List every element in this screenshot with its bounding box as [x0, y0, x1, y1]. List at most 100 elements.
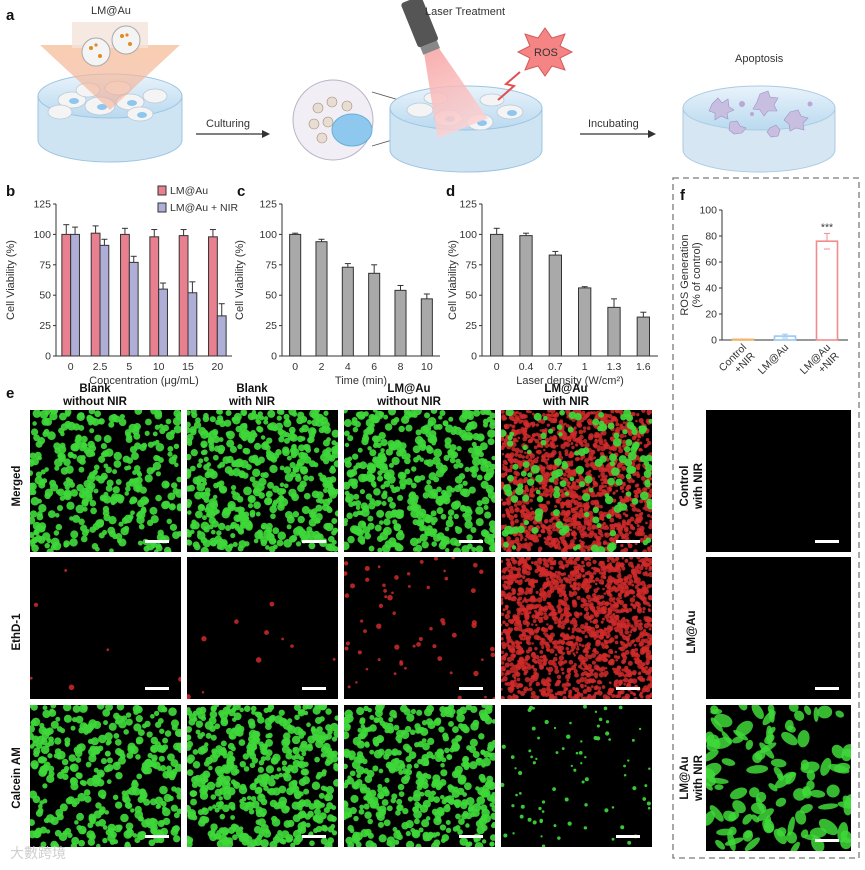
- cell-green: [95, 802, 101, 808]
- cell-red: [549, 605, 554, 610]
- cell-green: [155, 495, 162, 502]
- cell-green: [367, 474, 376, 483]
- cell-green: [122, 517, 129, 524]
- cell-green: [162, 738, 168, 744]
- cell-green: [60, 432, 65, 437]
- cell-red: [572, 599, 576, 603]
- cell-green: [83, 729, 89, 735]
- cell-red: [526, 625, 529, 628]
- cell-red: [602, 609, 607, 614]
- cell-green: [191, 449, 198, 456]
- cell-green: [48, 736, 54, 742]
- cell-green: [427, 421, 433, 427]
- cell-red: [586, 626, 591, 631]
- cell-red: [557, 571, 560, 574]
- cell-red: [575, 479, 579, 483]
- cell-red: [518, 454, 523, 459]
- cell-green: [311, 508, 317, 514]
- cell-red: [34, 603, 38, 607]
- cell-red: [552, 436, 558, 442]
- cell-green: [440, 410, 446, 416]
- cell-green: [476, 518, 484, 526]
- cell-red: [535, 432, 539, 436]
- cell-red: [592, 580, 595, 583]
- cell-green: [438, 415, 442, 419]
- cell-red: [615, 659, 618, 662]
- cell-red: [642, 607, 645, 610]
- cell-green: [110, 831, 116, 837]
- cell-red: [569, 577, 574, 582]
- scale-bar: [459, 687, 483, 690]
- cell-red: [546, 493, 549, 496]
- cell-green: [257, 529, 263, 535]
- cell-red: [420, 560, 424, 564]
- cell-green: [314, 408, 320, 414]
- cell-green: [38, 756, 46, 764]
- x-tick-label: 10: [421, 361, 433, 373]
- cell-green: [444, 437, 451, 444]
- cell-green: [64, 421, 71, 428]
- cell-red: [434, 557, 438, 561]
- cell-green: [210, 540, 217, 547]
- cell-red: [646, 409, 652, 415]
- cell-green: [217, 409, 223, 415]
- cell-red: [584, 679, 589, 684]
- cell-red: [518, 662, 520, 664]
- cell-green: [626, 414, 633, 421]
- cell-red: [648, 595, 651, 598]
- cell-red: [559, 655, 564, 660]
- x-tick-label: 0.7: [548, 361, 563, 373]
- cell-green: [570, 477, 575, 482]
- cell-green: [248, 437, 255, 444]
- cell-green: [540, 433, 546, 439]
- cell-red: [609, 681, 612, 684]
- cell-green: [285, 473, 294, 482]
- cell-green: [450, 488, 455, 493]
- cell-green: [65, 741, 70, 746]
- cell-green: [72, 802, 77, 807]
- cell-red: [647, 671, 651, 675]
- cell-green: [270, 513, 276, 519]
- cell-red: [635, 659, 640, 664]
- cell-red: [561, 593, 564, 596]
- cell-red: [562, 502, 566, 506]
- cell-green: [69, 516, 73, 520]
- cell-red: [560, 489, 564, 493]
- cell-green: [392, 519, 397, 524]
- cell-red: [526, 665, 531, 670]
- cell-green: [73, 705, 81, 713]
- cell-red: [546, 686, 550, 690]
- cell-green: [397, 544, 404, 551]
- cell-green: [204, 430, 208, 434]
- cell-red: [649, 566, 652, 569]
- cell-green: [631, 429, 637, 435]
- cell-red: [648, 525, 652, 529]
- cell-red: [574, 688, 579, 693]
- cell-red: [581, 644, 584, 647]
- cell-green: [231, 485, 236, 490]
- cell-red: [543, 661, 547, 665]
- cell-red: [202, 691, 205, 694]
- cell-red: [594, 432, 599, 437]
- cell-red: [548, 672, 551, 675]
- x-tick-label: 0: [494, 361, 500, 373]
- cell-green: [106, 485, 113, 492]
- cell-red: [576, 693, 580, 697]
- cell-green: [92, 470, 97, 475]
- cell-red: [603, 526, 607, 530]
- cell-red: [642, 586, 646, 590]
- cell-red: [581, 697, 585, 701]
- cell-green: [108, 422, 114, 428]
- y-axis-label: ROS Generation: [679, 234, 691, 315]
- cell-red: [591, 685, 594, 688]
- cell-red: [639, 418, 644, 423]
- cell-green: [195, 417, 201, 423]
- cell-red: [519, 634, 524, 639]
- cell-red: [621, 490, 624, 493]
- cell-red: [584, 684, 587, 687]
- cell-red: [549, 575, 552, 578]
- cell-red: [554, 414, 557, 417]
- cell-green: [224, 420, 231, 427]
- cell-red: [615, 422, 619, 426]
- cell-green: [441, 490, 447, 496]
